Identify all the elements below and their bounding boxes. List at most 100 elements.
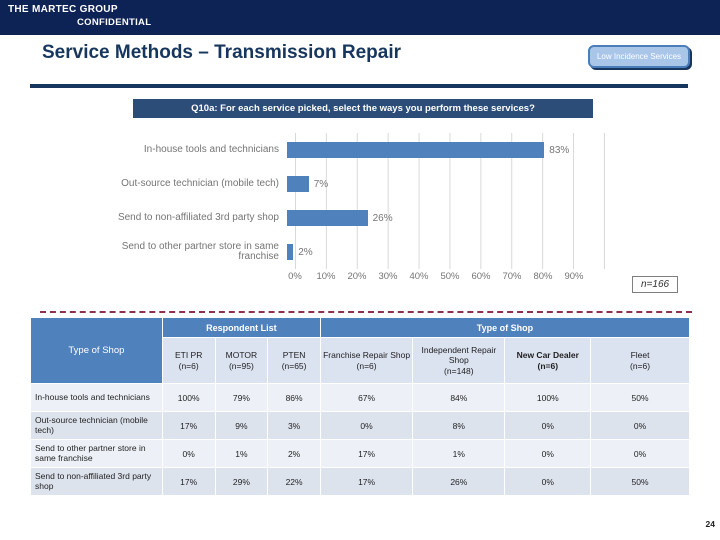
table-cell: 0% xyxy=(161,439,216,468)
bar-category-label: Out-source technician (mobile tech) xyxy=(121,177,279,189)
table-cell: 50% xyxy=(590,383,690,412)
table-cell: 100% xyxy=(161,383,216,412)
column-name: Fleet xyxy=(630,349,650,360)
x-tick: 50% xyxy=(440,271,460,282)
question-banner: Q10a: For each service picked, select th… xyxy=(133,99,593,118)
x-tick: 20% xyxy=(347,271,367,282)
title-divider xyxy=(30,84,688,88)
table-cell: 79% xyxy=(214,383,269,412)
column-header-fleet: Fleet (n=6) xyxy=(590,337,690,384)
table-cell: 9% xyxy=(214,411,269,440)
table-row: Send to other partner store in same fran… xyxy=(30,439,690,468)
dashed-separator xyxy=(40,311,692,313)
results-table: Type of Shop Respondent List Type of Sho… xyxy=(30,317,691,496)
column-header-eti-pr: ETI PR (n=6) xyxy=(161,337,216,384)
table-cell: 1% xyxy=(412,439,506,468)
row-label: Send to other partner store in same fran… xyxy=(30,439,163,468)
table-cell: 26% xyxy=(412,467,506,496)
bar-value-label: 83% xyxy=(549,144,570,156)
column-name: ETI PR xyxy=(174,349,203,360)
table-cell: 0% xyxy=(319,411,414,440)
table-cell: 0% xyxy=(590,411,690,440)
column-n: (n=6) xyxy=(537,360,559,371)
x-tick: 60% xyxy=(471,271,491,282)
page-title: Service Methods – Transmission Repair xyxy=(42,42,402,63)
table-cell: 0% xyxy=(504,439,592,468)
table-cell: 86% xyxy=(267,383,321,412)
low-incidence-services-button[interactable]: Low Incidence Services xyxy=(588,45,690,68)
bar-chart: In-house tools and technicians 83% Out-s… xyxy=(105,133,605,285)
column-n: (n=65) xyxy=(281,360,307,371)
bar xyxy=(287,244,294,260)
table-column-header-row: ETI PR (n=6) MOTOR (n=95) PTEN (n=65) Fr… xyxy=(31,337,690,384)
column-header-pten: PTEN (n=65) xyxy=(267,337,321,384)
bar-value-label: 2% xyxy=(298,246,313,258)
table-cell: 17% xyxy=(161,467,216,496)
table-row: Out-source technician (mobile tech) 17% … xyxy=(30,411,690,440)
column-header-franchise-repair-shop: Franchise Repair Shop (n=6) xyxy=(319,337,414,384)
table-cell: 67% xyxy=(319,383,414,412)
table-cell: 50% xyxy=(590,467,690,496)
table-cell: 17% xyxy=(319,439,414,468)
page-number: 24 xyxy=(705,519,715,529)
column-n: (n=6) xyxy=(356,360,377,371)
x-tick: 80% xyxy=(533,271,553,282)
table-cell: 22% xyxy=(267,467,321,496)
bar-track: 7% xyxy=(287,176,597,192)
bar-category-label: Send to other partner store in same fran… xyxy=(121,240,279,262)
column-name: PTEN xyxy=(282,349,306,360)
bar xyxy=(287,176,309,192)
bar-row: In-house tools and technicians 83% xyxy=(105,133,605,167)
x-tick: 0% xyxy=(288,271,302,282)
corner-header-cell: Type of Shop xyxy=(30,317,163,384)
table-row: Send to non-affiliated 3rd party shop 17… xyxy=(30,467,690,496)
table-cell: 17% xyxy=(319,467,414,496)
table-cell: 8% xyxy=(412,411,506,440)
bar-value-label: 26% xyxy=(372,212,393,224)
column-n: (n=95) xyxy=(228,360,254,371)
row-label: Out-source technician (mobile tech) xyxy=(30,411,163,440)
table-cell: 17% xyxy=(161,411,216,440)
confidential-label: CONFIDENTIAL xyxy=(77,17,152,28)
table-cell: 1% xyxy=(214,439,269,468)
bar xyxy=(287,142,545,158)
column-name: Independent Repair Shop xyxy=(421,344,497,366)
bar-row: Out-source technician (mobile tech) 7% xyxy=(105,167,605,201)
bar-value-label: 7% xyxy=(313,178,329,190)
table-cell: 2% xyxy=(267,439,321,468)
column-header-independent-repair-shop: Independent Repair Shop (n=148) xyxy=(412,337,506,384)
x-tick: 30% xyxy=(378,271,398,282)
bar-track: 2% xyxy=(287,244,597,260)
bar-row: Send to non-affiliated 3rd party shop 26… xyxy=(105,201,605,235)
table-group-header-row: Type of Shop Respondent List Type of Sho… xyxy=(30,317,691,384)
bar-track: 83% xyxy=(287,142,597,158)
row-label: In-house tools and technicians xyxy=(30,383,163,412)
x-tick: 40% xyxy=(409,271,429,282)
group-header-type-of-shop: Type of Shop xyxy=(319,317,691,338)
column-n: (n=6) xyxy=(630,360,651,371)
column-name: New Car Dealer xyxy=(516,349,579,360)
company-name: THE MARTEC GROUP xyxy=(8,4,118,15)
table-cell: 100% xyxy=(504,383,592,412)
column-name: MOTOR xyxy=(225,349,258,360)
table-cell: 0% xyxy=(504,467,592,496)
sample-size-box: n=166 xyxy=(632,276,679,293)
bar-track: 26% xyxy=(287,210,597,226)
table-cell: 3% xyxy=(267,411,321,440)
confidential-banner: THE MARTEC GROUP CONFIDENTIAL xyxy=(0,0,720,35)
column-name: Franchise Repair Shop xyxy=(323,349,411,360)
table-cell: 84% xyxy=(412,383,506,412)
x-tick: 70% xyxy=(502,271,522,282)
row-label: Send to non-affiliated 3rd party shop xyxy=(30,467,163,496)
x-tick: 10% xyxy=(316,271,336,282)
group-header-respondent-list: Respondent List xyxy=(161,317,321,338)
column-n: (n=148) xyxy=(444,365,474,376)
table-row: In-house tools and technicians 100% 79% … xyxy=(30,383,690,412)
bar-row: Send to other partner store in same fran… xyxy=(105,235,605,269)
bar-category-label: Send to non-affiliated 3rd party shop xyxy=(117,211,279,223)
column-header-motor: MOTOR (n=95) xyxy=(214,337,269,384)
bar xyxy=(287,210,368,226)
column-header-new-car-dealer: New Car Dealer (n=6) xyxy=(504,337,592,384)
table-cell: 0% xyxy=(590,439,690,468)
